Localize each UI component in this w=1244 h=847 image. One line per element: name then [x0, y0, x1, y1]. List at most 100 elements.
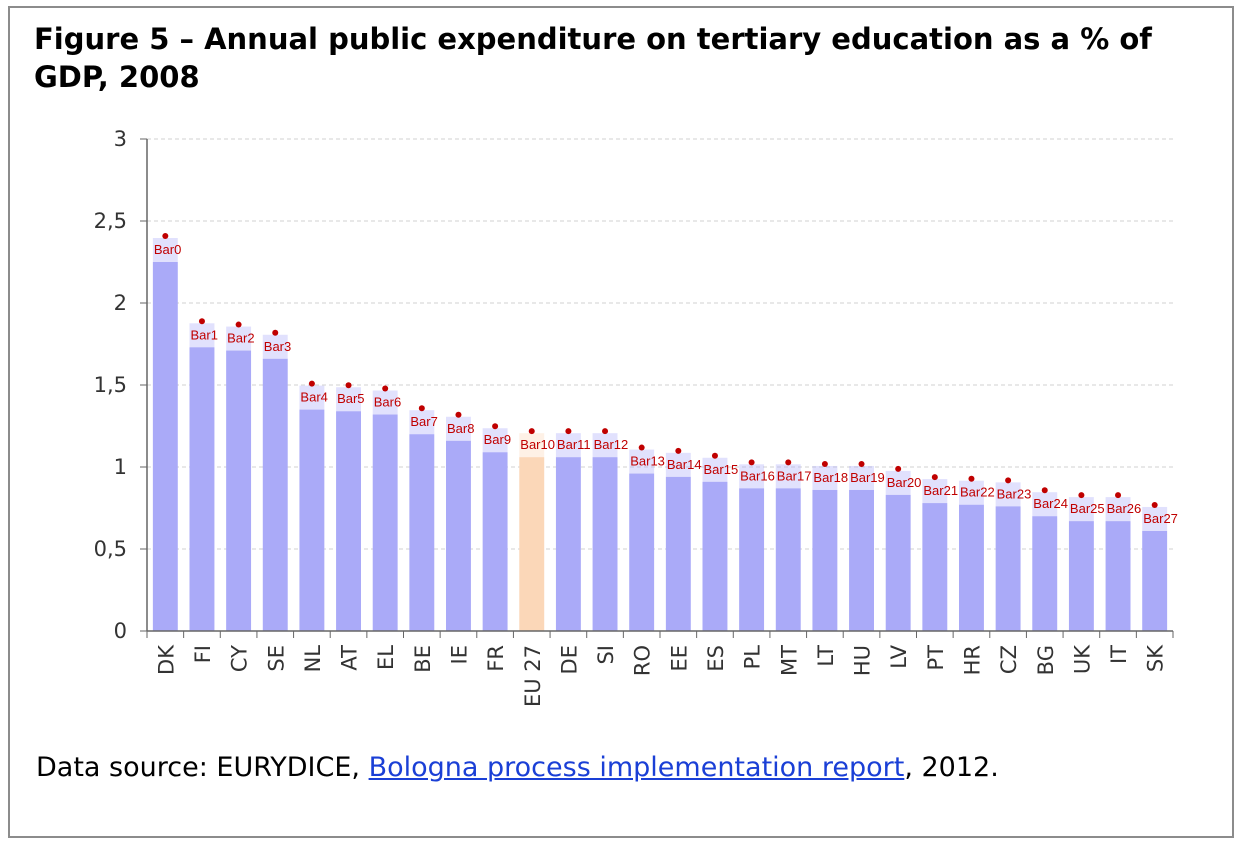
bar-tag-0: Bar0	[154, 242, 181, 257]
marker-dot-17	[785, 459, 792, 466]
bar-tag-19: Bar19	[850, 470, 885, 485]
bar-halo-9	[482, 428, 508, 453]
bar-it	[1105, 521, 1131, 631]
y-tick-label-1: 0,5	[94, 537, 127, 561]
category-label-sk: SK	[1144, 644, 1168, 672]
bar-halo-27	[1142, 506, 1168, 531]
bar-fi	[189, 347, 215, 631]
bar-pt	[922, 503, 948, 631]
marker-dot-22	[968, 475, 975, 482]
bar-lt	[812, 489, 838, 631]
category-label-ro: RO	[631, 645, 655, 676]
marker-dot-25	[1078, 492, 1085, 499]
bar-tag-1: Bar1	[191, 327, 218, 342]
category-label-cz: CZ	[997, 645, 1021, 674]
marker-dot-18	[821, 460, 828, 467]
bar-halo-23	[995, 482, 1021, 507]
bar-tag-25: Bar25	[1070, 501, 1105, 516]
bar-halo-0	[152, 238, 178, 262]
bar-tag-17: Bar17	[777, 468, 812, 483]
bar-lv	[885, 494, 911, 631]
bar-tag-26: Bar26	[1107, 501, 1142, 516]
bar-halo-7	[409, 410, 435, 435]
bar-halo-13	[629, 449, 655, 474]
category-label-cy: CY	[228, 645, 252, 672]
marker-dot-3	[272, 329, 279, 336]
bar-tag-22: Bar22	[960, 485, 995, 500]
marker-dot-8	[455, 411, 462, 418]
bar-ie	[446, 440, 471, 631]
category-label-ee: EE	[667, 645, 691, 672]
marker-dot-27	[1151, 501, 1158, 508]
bar-el	[372, 414, 398, 631]
bars	[152, 238, 1168, 631]
marker-dot-10	[528, 428, 535, 435]
bar-cy	[226, 350, 252, 631]
source-prefix: Data source: EURYDICE,	[36, 752, 369, 783]
marker-dot-23	[1005, 477, 1012, 484]
category-label-lt: LT	[814, 645, 838, 667]
category-label-fi: FI	[191, 645, 215, 663]
bar-uk	[1068, 521, 1094, 631]
marker-dot-21	[931, 474, 938, 481]
axes	[140, 138, 1174, 638]
y-tick-label-6: 3	[114, 127, 127, 151]
marker-dot-20	[895, 465, 902, 472]
bar-pl	[739, 488, 765, 631]
labels: 0 0,5 1 1,5 2 2,5 3 Bar0 DK Bar1 FI Bar2 CY Bar3 SE Bar…	[94, 127, 1178, 707]
chart-title: Figure 5 – Annual public expenditure on …	[34, 22, 1152, 94]
bar-halo-5	[336, 387, 361, 412]
bar-halo-1	[189, 323, 215, 348]
bar-tag-16: Bar16	[740, 468, 775, 483]
bar-halo-18	[812, 465, 838, 490]
category-label-hr: HR	[960, 645, 984, 675]
category-label-hu: HU	[851, 645, 875, 676]
source-link[interactable]: Bologna process implementation report	[368, 752, 905, 783]
y-tick-label-0: 0	[114, 619, 127, 643]
category-label-bg: BG	[1034, 645, 1058, 675]
data-source: Data source: EURYDICE, Bologna process i…	[36, 752, 999, 783]
marker-dot-0	[162, 233, 169, 239]
category-label-eu27: EU 27	[521, 645, 545, 707]
marker-dot-19	[858, 460, 865, 467]
bar-sk	[1142, 530, 1168, 631]
category-label-de: DE	[557, 645, 581, 674]
bar-tag-15: Bar15	[704, 462, 739, 477]
category-label-el: EL	[374, 645, 398, 670]
bar-tag-24: Bar24	[1033, 496, 1068, 511]
bar-be	[409, 434, 435, 631]
bar-halo-6	[372, 390, 398, 415]
y-tick-label-4: 2	[114, 291, 127, 315]
bar-tag-5: Bar5	[337, 391, 364, 406]
category-label-se: SE	[264, 645, 288, 672]
y-tick-label-3: 1,5	[94, 373, 127, 397]
bar-tag-10: Bar10	[520, 437, 555, 452]
bar-de	[555, 457, 581, 631]
category-label-at: AT	[338, 645, 362, 671]
bar-tag-8: Bar8	[447, 421, 474, 436]
marker-dot-13	[638, 444, 645, 451]
bar-halo-11	[555, 433, 581, 458]
category-label-nl: NL	[301, 645, 325, 673]
bar-tag-11: Bar11	[557, 437, 591, 452]
category-label-mt: MT	[777, 645, 801, 676]
marker-dot-5	[345, 382, 352, 389]
category-label-pl: PL	[741, 645, 765, 670]
bar-halo-26	[1105, 497, 1131, 522]
marker-dot-16	[748, 459, 755, 466]
bar-tag-13: Bar13	[630, 454, 665, 469]
bar-ee	[665, 476, 691, 631]
marker-dot-2	[235, 321, 242, 328]
y-tick-label-2: 1	[114, 455, 127, 479]
bar-halo-10	[519, 433, 545, 458]
bar-halo-8	[446, 416, 471, 441]
source-suffix: , 2012.	[904, 752, 999, 783]
bar-halo-22	[959, 480, 984, 505]
bar-tag-2: Bar2	[227, 331, 254, 346]
category-label-pt: PT	[924, 645, 948, 671]
category-label-uk: UK	[1070, 644, 1094, 674]
marker-dot-12	[602, 428, 609, 435]
bar-tag-6: Bar6	[374, 395, 401, 410]
bar-hr	[959, 504, 984, 631]
